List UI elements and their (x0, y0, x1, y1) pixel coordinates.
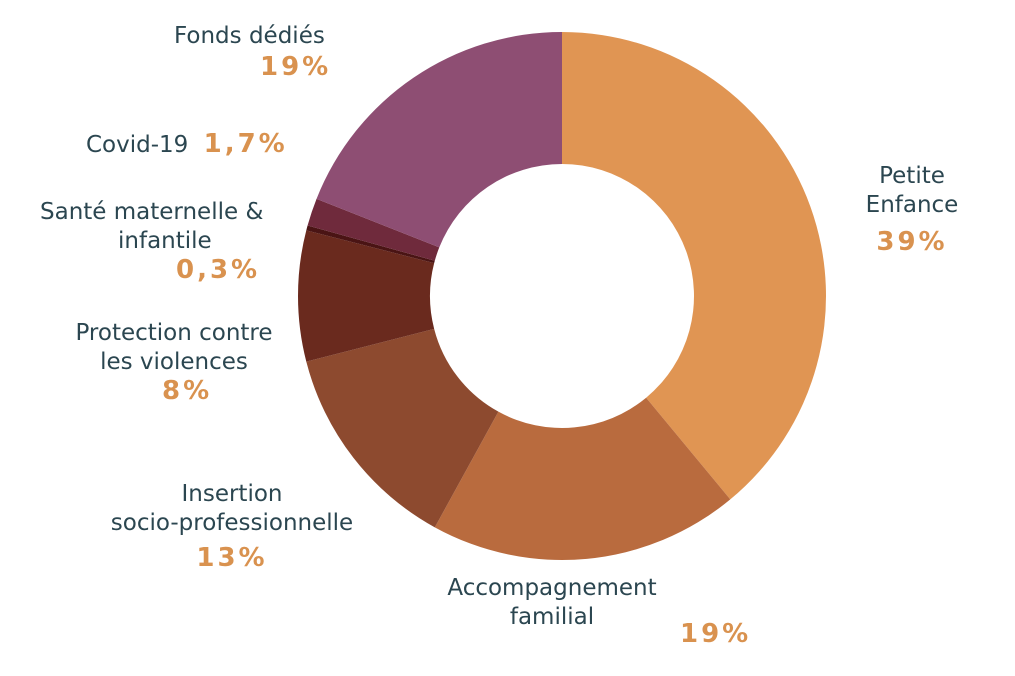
label-petite-enfance: Petite Enfance 39% (852, 162, 972, 257)
slice-value: 19% (260, 52, 332, 82)
donut-slice-6 (316, 32, 562, 248)
slice-value: 19% (680, 619, 752, 649)
donut-slice-5 (307, 198, 440, 261)
slice-label: familial (509, 604, 595, 630)
label-accompagnement-familial: Accompagnement familial (412, 574, 692, 632)
slice-label: Accompagnement (447, 575, 657, 601)
slice-value: 1,7% (203, 129, 288, 159)
slice-label: Insertion (181, 481, 283, 507)
slice-label: Fonds dédiés (174, 23, 325, 49)
label-fonds-dedies: Fonds dédiés 19% (174, 22, 331, 82)
slice-label: Covid-19 (86, 132, 189, 158)
slice-label: Protection contre (75, 320, 273, 346)
slice-value: 8% (162, 376, 213, 406)
slice-value: 13% (196, 543, 268, 573)
donut-slice-0 (562, 32, 826, 500)
label-insertion: Insertion socio-professionnelle 13% (82, 480, 382, 573)
slice-value: 0,3% (176, 255, 261, 285)
label-covid: Covid-19 1,7% (86, 130, 288, 160)
slice-label: les violences (100, 349, 248, 375)
slice-label: socio-professionnelle (110, 510, 354, 536)
slice-label: infantile (118, 228, 212, 254)
slice-label: Santé maternelle & (40, 199, 264, 225)
slice-label: Petite (879, 163, 945, 189)
label-sante-maternelle: Santé maternelle & infantile 0,3% (40, 198, 263, 285)
slice-label: Enfance (865, 192, 959, 218)
donut-slice-3 (298, 230, 435, 362)
donut-slice-2 (306, 328, 499, 528)
donut-slice-4 (306, 225, 435, 264)
slice-value: 39% (876, 227, 948, 257)
donut-slice-1 (434, 397, 731, 560)
label-protection: Protection contre les violences 8% (44, 319, 304, 406)
